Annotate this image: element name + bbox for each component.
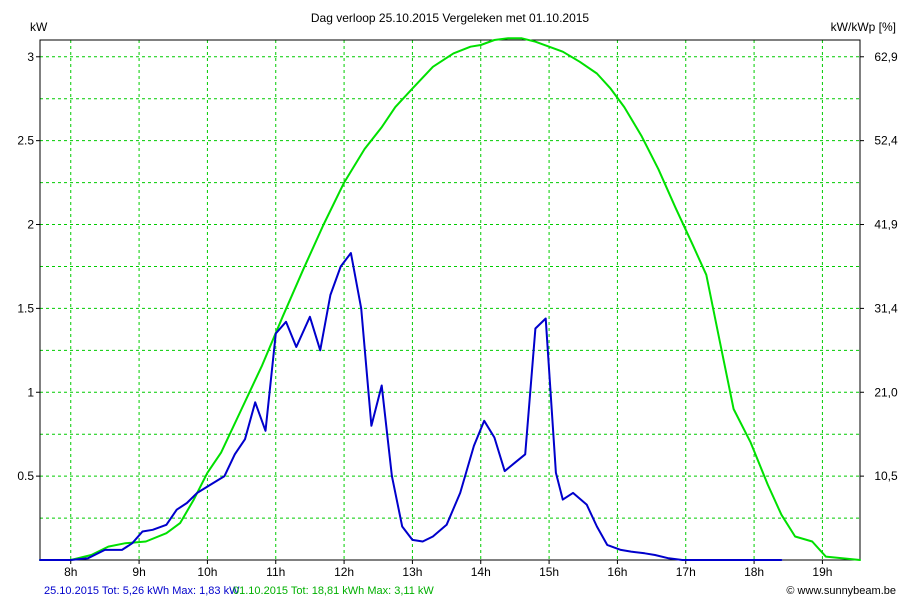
y-tick-label-right: 10,5 xyxy=(874,469,898,483)
x-tick-label: 16h xyxy=(607,565,627,579)
copyright: © www.sunnybeam.be xyxy=(786,585,896,597)
y-tick-label: 3 xyxy=(27,50,34,64)
y-tick-label: 2 xyxy=(27,218,34,232)
y-tick-label: 1 xyxy=(27,385,34,399)
series-line-25-10-2015 xyxy=(39,252,783,561)
y-tick-label-right: 41,9 xyxy=(874,218,898,232)
series-line-01-10-2015 xyxy=(39,37,861,561)
chart-title: Dag verloop 25.10.2015 Vergeleken met 01… xyxy=(311,11,590,25)
y-tick-label: 1.5 xyxy=(17,301,34,315)
series-layer xyxy=(39,37,861,561)
x-tick-label: 9h xyxy=(132,565,145,579)
legend-series-01: 01.10.2015 Tot: 18,81 kWh Max: 3,11 kW xyxy=(233,585,434,597)
y-axis-label-left: kW xyxy=(30,20,48,34)
y-tick-label: 2.5 xyxy=(17,134,34,148)
x-tick-label: 15h xyxy=(539,565,559,579)
y-tick-label-right: 52,4 xyxy=(874,134,898,148)
x-tick-label: 18h xyxy=(744,565,764,579)
x-tick-label: 17h xyxy=(676,565,696,579)
x-tick-label: 11h xyxy=(266,565,285,579)
y-axis-label-right: kW/kWp [%] xyxy=(831,20,896,34)
grid xyxy=(40,40,860,560)
y-tick-label-right: 21,0 xyxy=(874,385,898,399)
x-tick-label: 12h xyxy=(334,565,354,579)
plot-frame xyxy=(39,39,861,561)
x-tick-label: 19h xyxy=(812,565,832,579)
ticks: 8h 9h 10h 11h 12h 13h 14h 15h 16h 17h 18h 19h 0.5 10,… xyxy=(17,50,898,579)
x-tick-label: 8h xyxy=(64,565,77,579)
x-tick-label: 10h xyxy=(197,565,217,579)
x-tick-label: 13h xyxy=(402,565,422,579)
y-tick-label: 0.5 xyxy=(17,469,34,483)
legend-series-25: 25.10.2015 Tot: 5,26 kWh Max: 1,83 kW xyxy=(44,585,240,597)
y-tick-label-right: 31,4 xyxy=(874,301,898,315)
x-tick-label: 14h xyxy=(471,565,491,579)
y-tick-label-right: 62,9 xyxy=(874,50,898,64)
